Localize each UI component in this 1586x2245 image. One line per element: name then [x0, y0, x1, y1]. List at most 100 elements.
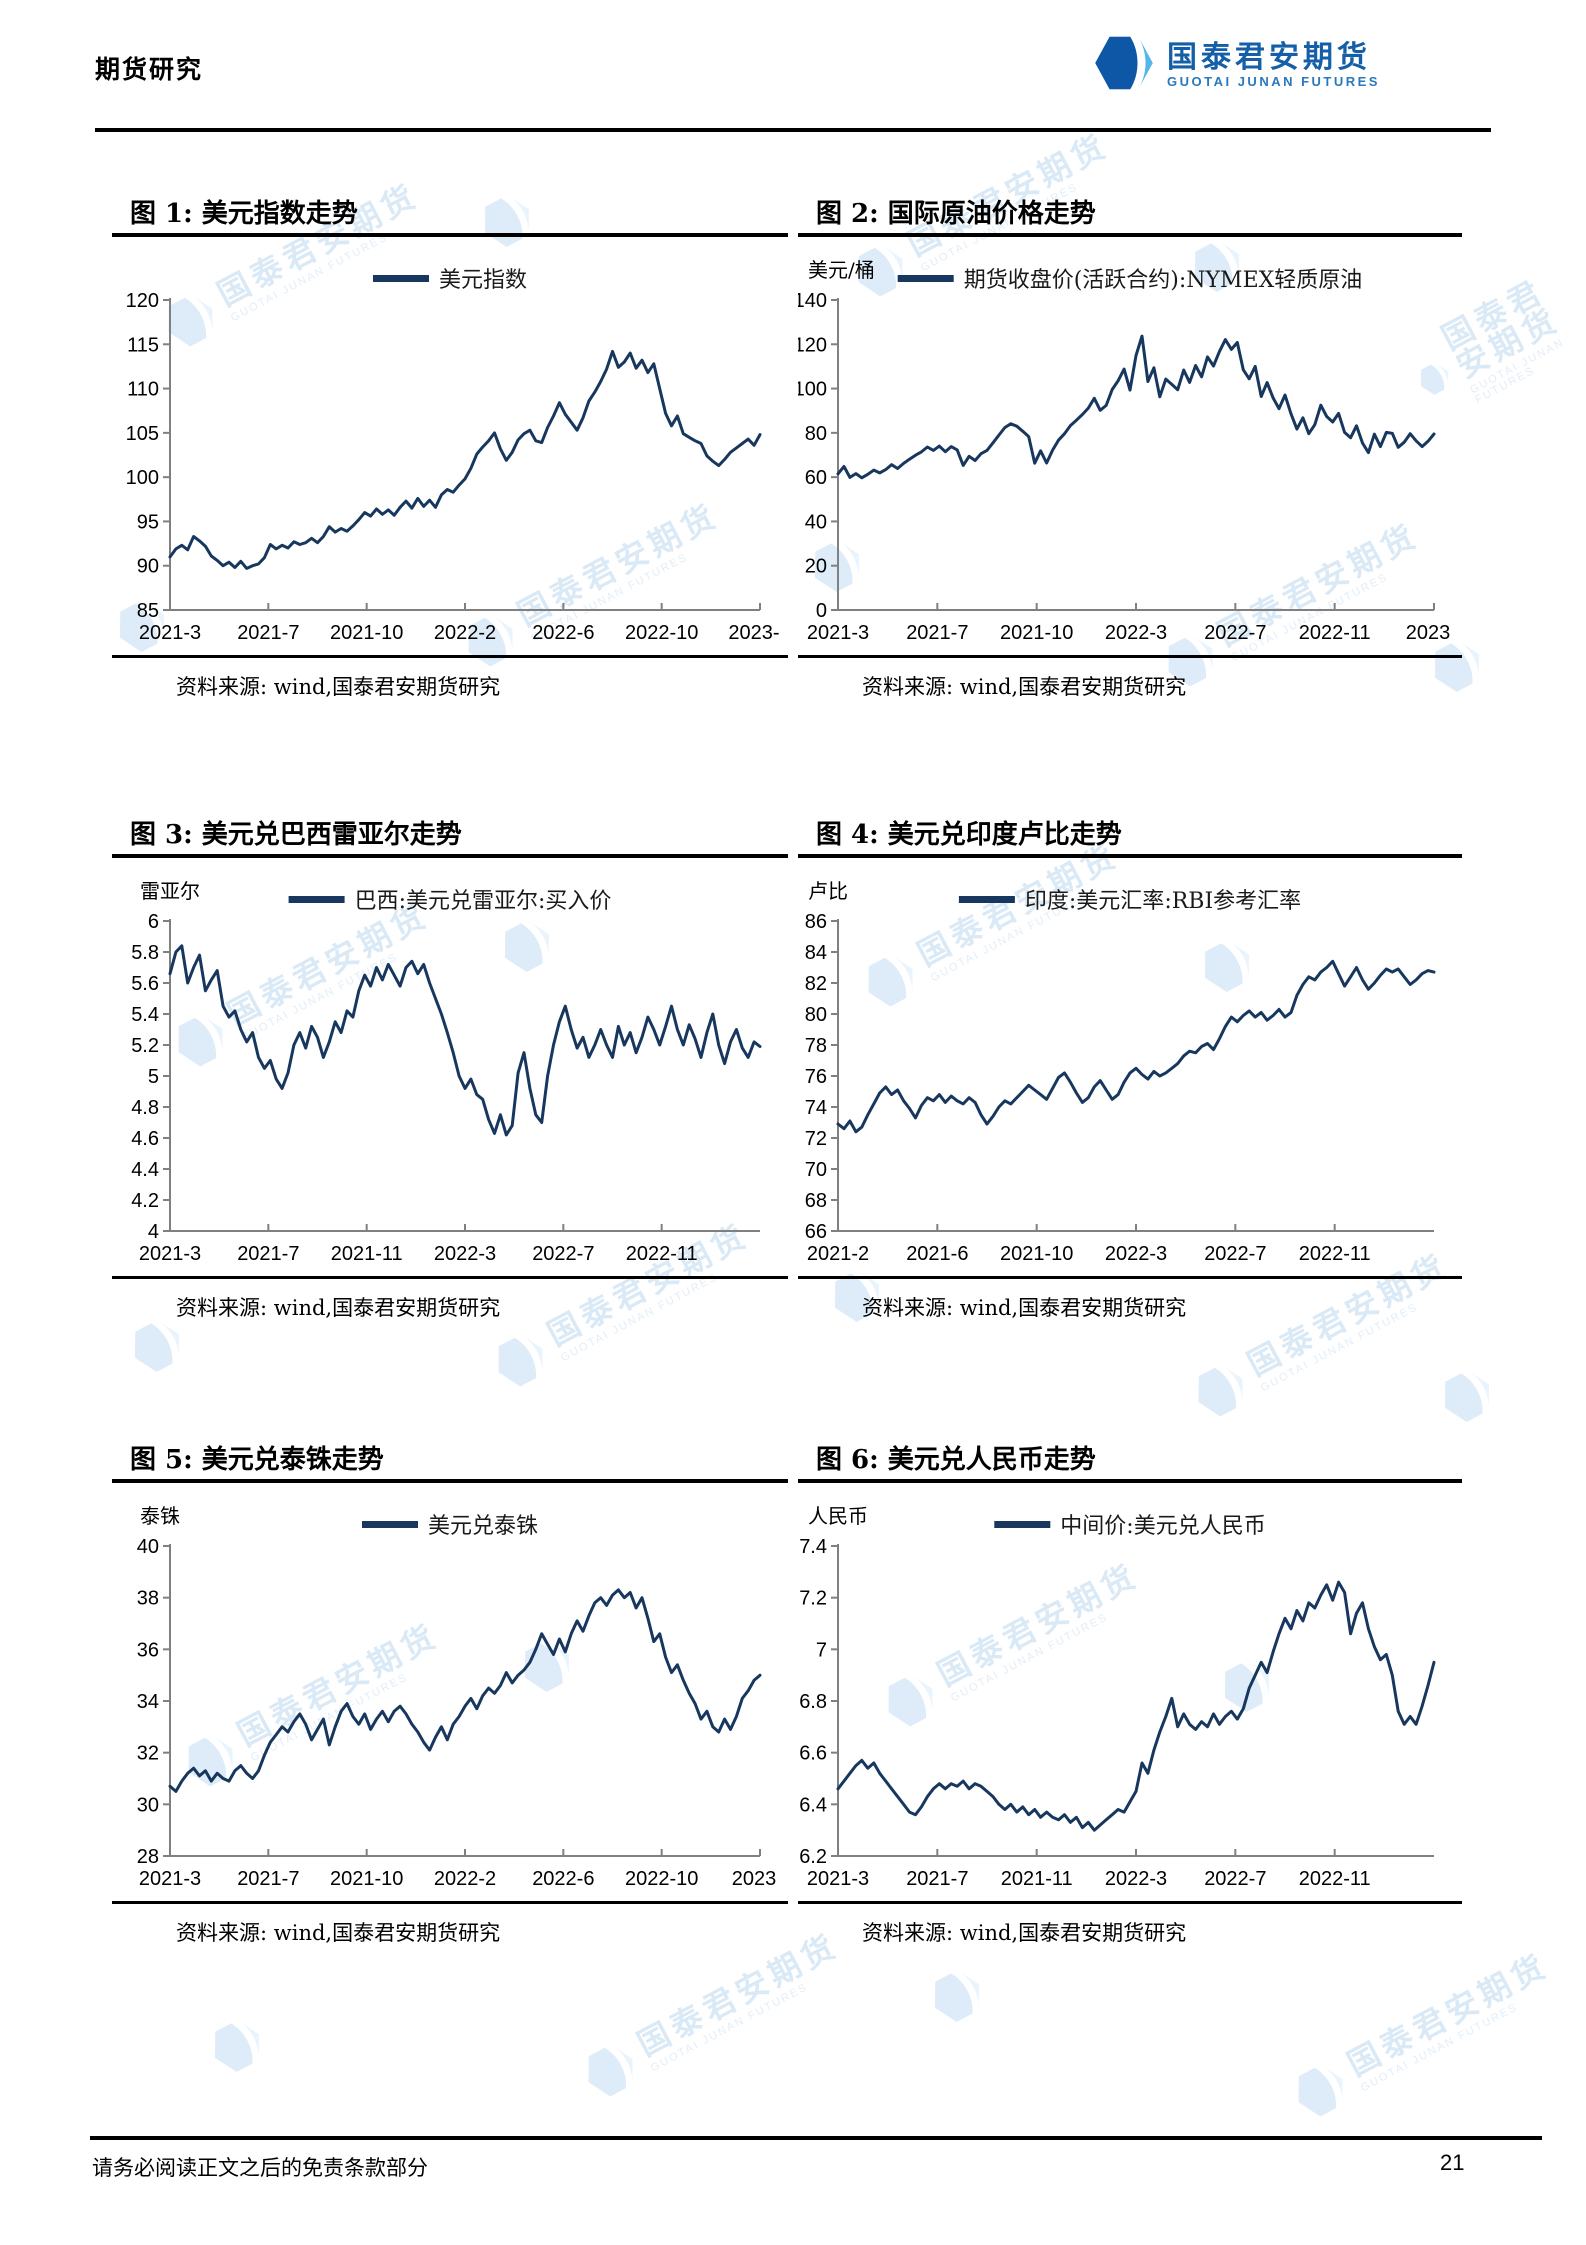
legend-swatch: [373, 275, 429, 282]
y-axis-unit-label: 泰铢: [140, 1504, 180, 1528]
chart-text: 20: [805, 556, 827, 578]
y-axis-unit-label: 美元/桶: [808, 258, 875, 282]
watermark-logo-icon: [924, 1969, 980, 2028]
chart-text: 30: [137, 1794, 159, 1816]
chart-text: 82: [805, 973, 827, 995]
legend-swatch: [994, 1521, 1051, 1528]
figure-3-source: 资料来源: wind,国泰君安期货研究: [112, 1276, 788, 1322]
figure-1-chart: 120 115 110 105 100 95 90 85 2021-3 2021-7 2021-10…: [112, 237, 788, 655]
header-rule: [95, 128, 1491, 132]
chart-text: 2021-11: [331, 1243, 403, 1265]
company-name-en: GUOTAI JUNAN FUTURES: [1167, 74, 1380, 90]
figure-5-title: 图 5: 美元兑泰铢走势: [112, 1446, 788, 1483]
chart-text: 74: [805, 1097, 827, 1119]
chart-text: 38: [137, 1588, 159, 1610]
chart-text: 5.4: [131, 1004, 159, 1026]
chart-text: 2022-11: [626, 1243, 698, 1265]
figure-4-title: 图 4: 美元兑印度卢比走势: [798, 821, 1462, 858]
legend-swatch: [362, 1521, 418, 1528]
chart-text: 2021-3: [139, 622, 201, 644]
chart-text: 7.2: [799, 1588, 827, 1610]
chart-text: 2021-10: [1000, 622, 1073, 644]
chart-text: 80: [805, 423, 827, 445]
figure-2-chart: 140 120 100 80 60 40 20 0 2021-3 2021-7 2021-10 202…: [798, 237, 1462, 655]
figure-5: 图 5: 美元兑泰铢走势 40 38 36 34 32 30 28 2021-3 2021-7 2…: [112, 1446, 788, 1947]
page-number: 21: [1440, 2150, 1465, 2175]
chart-text: 28: [137, 1846, 159, 1868]
legend: 美元兑泰铢: [362, 1514, 538, 1539]
figure-2: 图 2: 国际原油价格走势 140 120 100 80 60 40 20 0 2021-3 20…: [798, 200, 1462, 701]
chart-text: 2022-11: [1299, 1243, 1371, 1265]
y-axis-ticks: 120 115 110 105 100 95 90 85: [126, 290, 170, 622]
watermark: 国泰君安期货 GUOTAI JUNAN FUTURES: [1285, 1945, 1562, 2126]
watermark: [201, 2010, 273, 2081]
chart-text: 6.6: [799, 1743, 827, 1765]
chart-text: 2021-3: [807, 1868, 869, 1890]
chart-text: 7.4: [799, 1536, 827, 1558]
y-axis-ticks: 140 120 100 80 60 40 20 0: [798, 290, 838, 622]
chart-text: 2022-3: [1105, 1243, 1167, 1265]
chart-text: 2021-10: [330, 622, 403, 644]
x-axis-ticks: 2021-3 2021-7 2021-10 2022-3 2022-7 2022-11 20…: [807, 603, 1450, 644]
x-axis-ticks: 2021-2 2021-6 2021-10 2022-3 2022-7 2022-11: [807, 1224, 1371, 1265]
watermark-logo-icon: [1434, 1369, 1490, 1428]
chart-text: 2022-2: [434, 1868, 496, 1890]
legend-swatch: [897, 275, 954, 282]
axes: [837, 919, 1434, 1232]
legend: 印度:美元汇率:RBI参考汇率: [958, 889, 1301, 914]
company-logo-text: 国泰君安期货 GUOTAI JUNAN FUTURES: [1167, 41, 1380, 90]
legend-label: 中间价:美元兑人民币: [1060, 1514, 1265, 1539]
chart-text: 6: [148, 911, 159, 933]
legend: 美元指数: [373, 268, 527, 293]
legend-label: 期货收盘价(活跃合约):NYMEX轻质原油: [964, 268, 1363, 293]
chart-text: 140: [798, 290, 827, 312]
chart-text: 2021-7: [237, 1243, 299, 1265]
chart-text: 2022-7: [1204, 1243, 1266, 1265]
legend: 期货收盘价(活跃合约):NYMEX轻质原油: [897, 268, 1363, 293]
axes: [837, 298, 1434, 611]
legend: 巴西:美元兑雷亚尔:买入价: [288, 889, 612, 914]
watermark-logo-icon: [1187, 1364, 1243, 1423]
figure-6: 图 6: 美元兑人民币走势 7.4 7.2 7 6.8 6.6 6.4 6.2 2021-3 2…: [798, 1446, 1462, 1947]
figure-4: 图 4: 美元兑印度卢比走势 86 84 82 80 78 76 74 72 70 68 66 202…: [798, 821, 1462, 1322]
watermark-logo-icon: [1287, 2064, 1343, 2123]
series-line: [168, 1588, 762, 1793]
chart-text: 70: [805, 1159, 827, 1181]
chart-text: 60: [805, 467, 827, 489]
chart-text: 5.6: [131, 973, 159, 995]
legend-swatch: [958, 896, 1015, 903]
chart-text: 110: [127, 379, 159, 401]
legend-label: 巴西:美元兑雷亚尔:买入价: [355, 889, 612, 914]
chart-text: 0: [816, 600, 827, 622]
chart-text: 4: [148, 1221, 159, 1243]
figure-2-title: 图 2: 国际原油价格走势: [798, 200, 1462, 237]
watermark-text: 国泰君安期货 GUOTAI JUNAN FUTURES: [630, 1925, 845, 2074]
chart-text: 100: [798, 379, 827, 401]
chart-text: 2021-6: [906, 1243, 968, 1265]
chart-text: 2021-11: [1001, 1868, 1073, 1890]
footer-rule: [90, 2136, 1542, 2140]
chart-text: 76: [805, 1066, 827, 1088]
series-line: [168, 349, 762, 570]
chart-text: 2021-10: [330, 1868, 403, 1890]
report-section-label: 期货研究: [95, 55, 204, 84]
figure-1-title: 图 1: 美元指数走势: [112, 200, 788, 237]
chart-text: 100: [126, 467, 159, 489]
chart-text: 2021-10: [1000, 1243, 1073, 1265]
y-axis-unit-label: 人民币: [808, 1504, 868, 1528]
x-axis-ticks: 2021-3 2021-7 2021-11 2022-3 2022-7 2022-11: [807, 1849, 1371, 1890]
chart-text: 86: [805, 911, 827, 933]
chart-text: 95: [137, 511, 159, 533]
series-line: [836, 334, 1436, 480]
figure-6-source: 资料来源: wind,国泰君安期货研究: [798, 1901, 1462, 1947]
figure-4-chart: 86 84 82 80 78 76 74 72 70 68 66 2021-2 2021-6 2021-1…: [798, 858, 1462, 1276]
y-axis-ticks: 6 5.8 5.6 5.4 5.2 5 4.8 4.6 4.4 4.2 4: [131, 911, 170, 1243]
chart-text: 2022-11: [1299, 1868, 1371, 1890]
chart-text: 120: [798, 334, 827, 356]
chart-text: 72: [805, 1128, 827, 1150]
figure-3-chart: 6 5.8 5.6 5.4 5.2 5 4.8 4.6 4.4 4.2 4 2021-3 2021-7 2…: [112, 858, 788, 1276]
